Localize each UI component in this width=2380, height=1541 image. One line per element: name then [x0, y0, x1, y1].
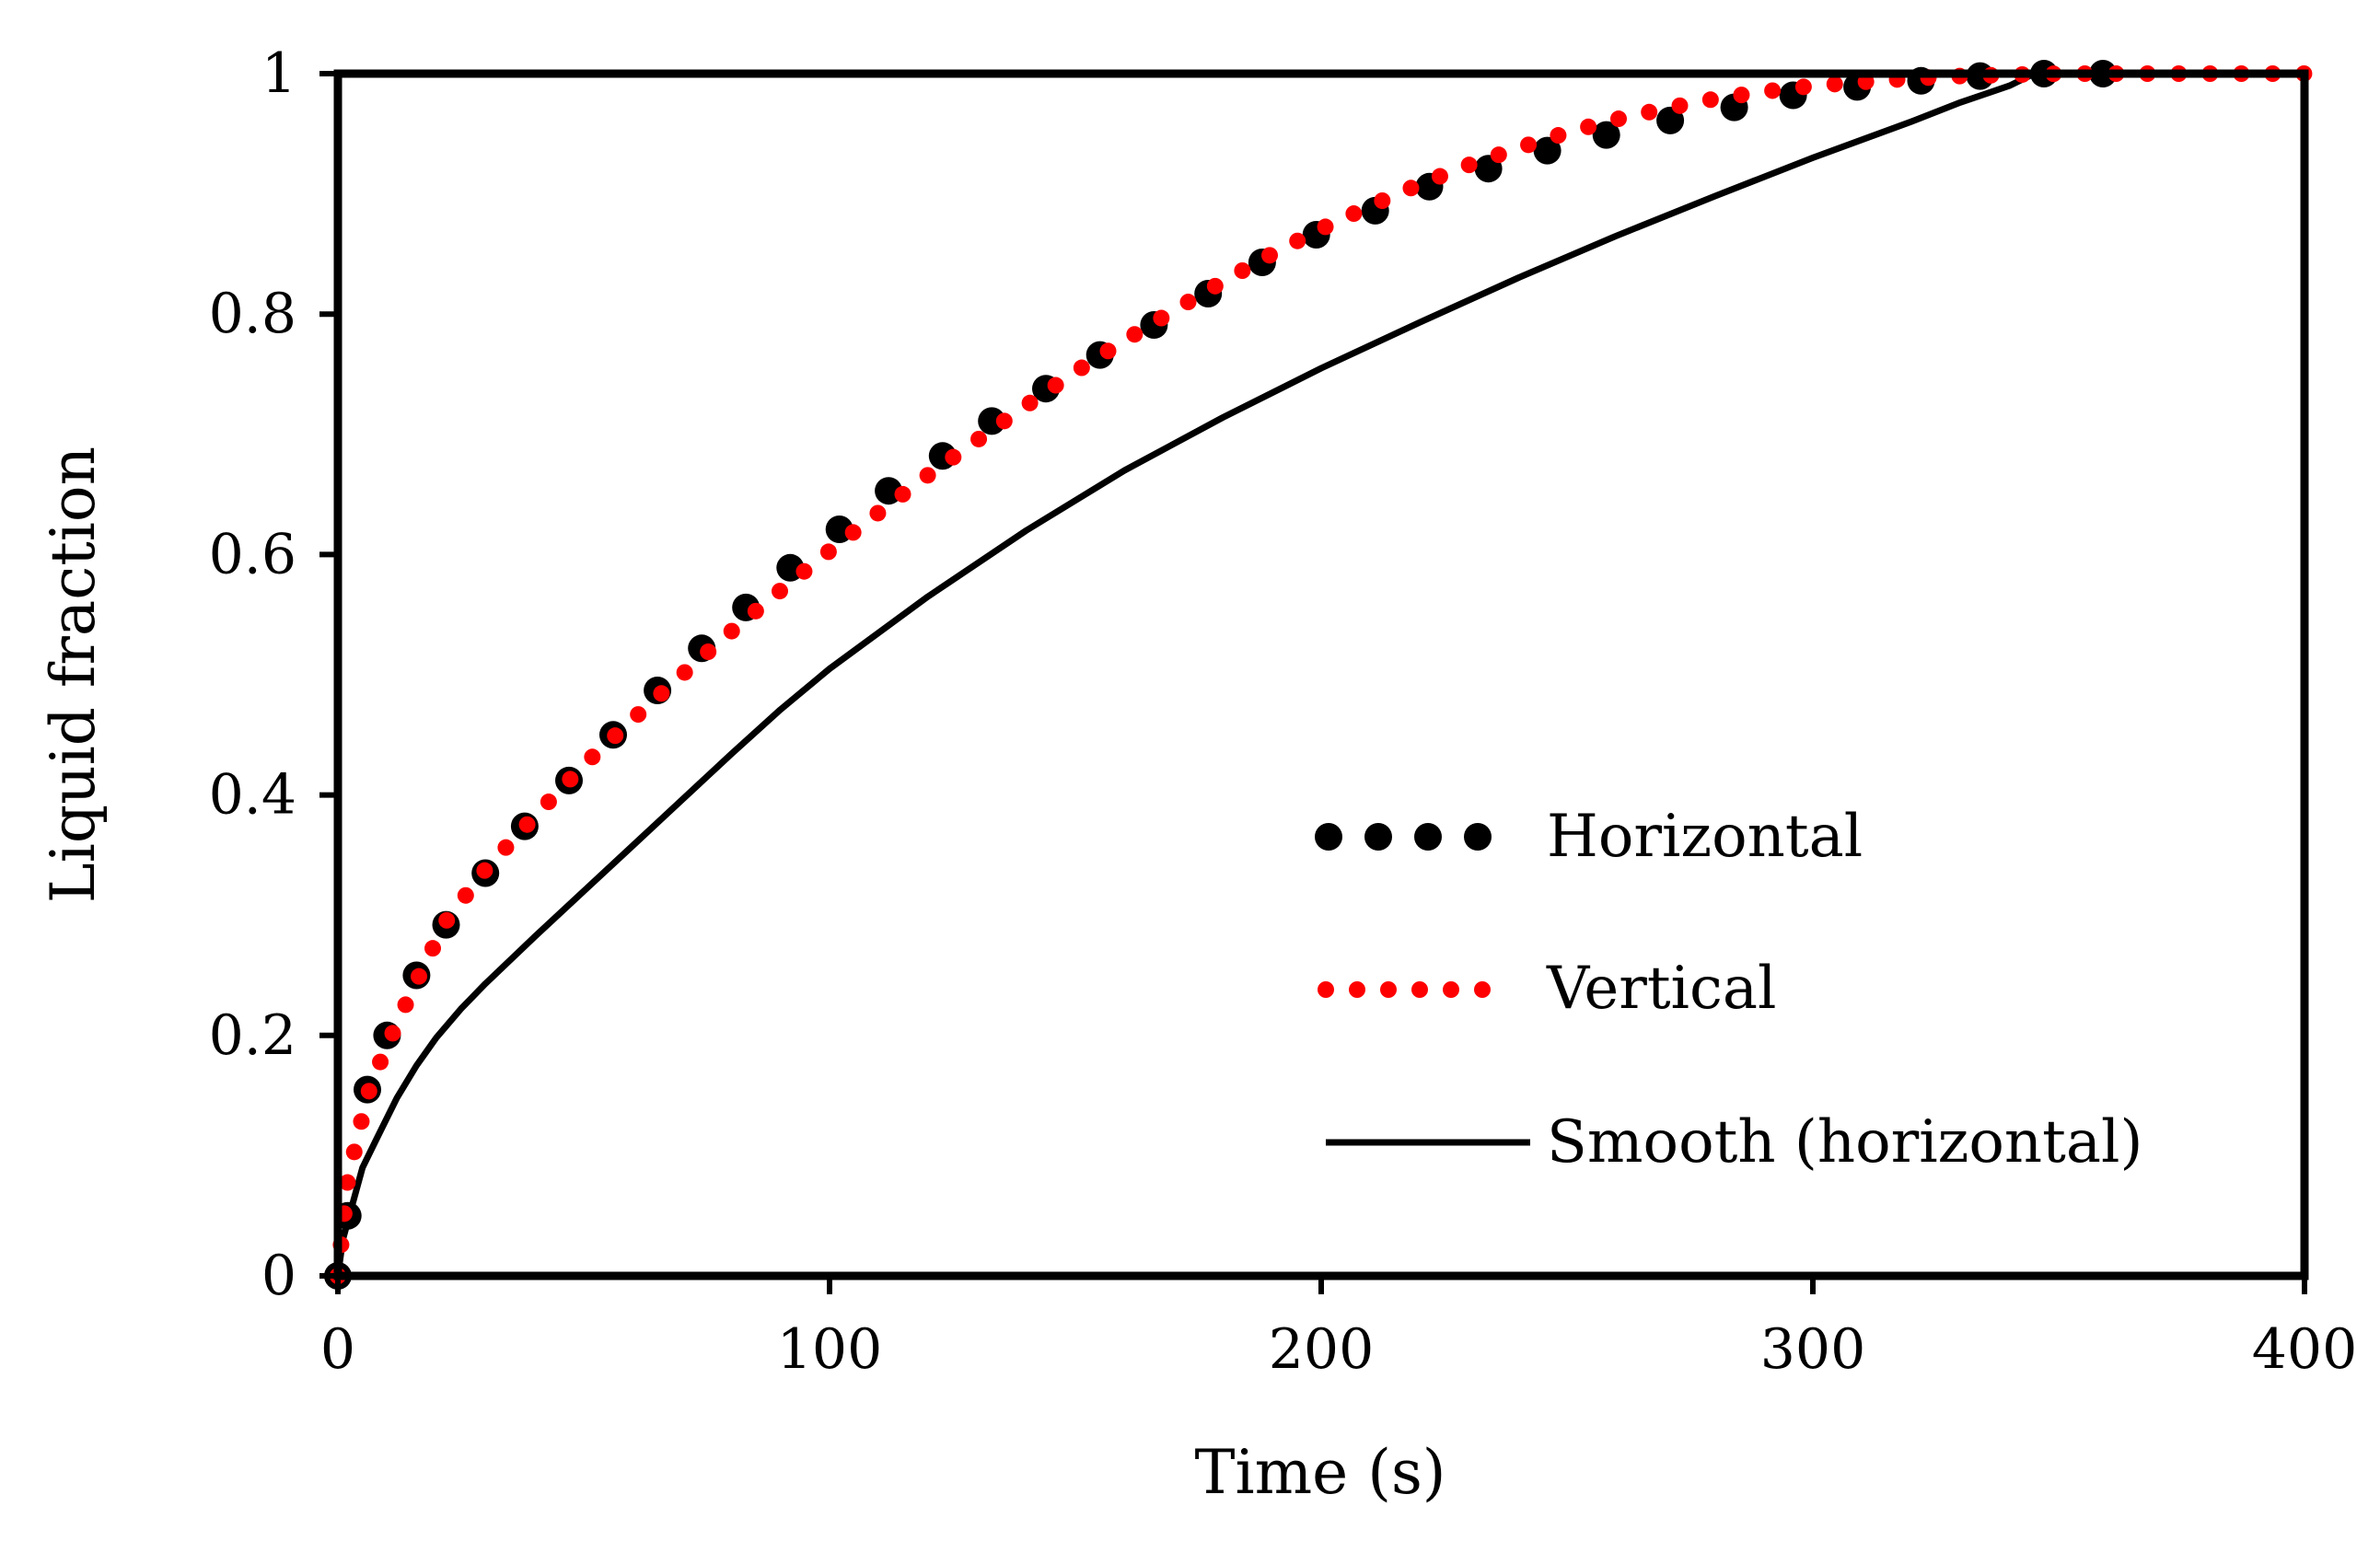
- x-tick-label: 300: [1760, 1317, 1866, 1382]
- y-tick-label: 0.8: [209, 282, 296, 346]
- horizontal-data-point: [1592, 121, 1620, 149]
- x-axis-title: Time (s): [1194, 1437, 1445, 1508]
- y-tick-label: 0.6: [209, 522, 296, 586]
- legend-label-horizontal: Horizontal: [1547, 803, 1863, 871]
- legend-label-smooth-horizontal: Smooth (horizontal): [1547, 1108, 2142, 1176]
- horizontal-data-point: [1533, 136, 1562, 165]
- y-tick-label: 0: [261, 1244, 296, 1308]
- x-tick-label: 200: [1269, 1317, 1375, 1382]
- x-tick-label: 400: [2252, 1317, 2358, 1382]
- legend-dot: [1464, 823, 1492, 851]
- series-line-smooth-horizontal: [334, 70, 2305, 1277]
- plot-frame: [333, 69, 2309, 1280]
- legend-dot: [1364, 823, 1392, 851]
- horizontal-data-point: [1656, 106, 1685, 134]
- series-line-vertical: [330, 65, 2313, 1284]
- legend-symbol-horizontal: [1315, 823, 1492, 851]
- legend-dot: [1315, 823, 1342, 851]
- legend-label-vertical: Vertical: [1546, 955, 1776, 1023]
- legend-dot: [1414, 823, 1442, 851]
- x-tick-label: 0: [320, 1317, 355, 1382]
- tick-layer: 0 100 200 300 400 0 0.2 0.4 0.6 0.8 1: [209, 41, 2358, 1382]
- x-tick-label: 100: [777, 1317, 883, 1382]
- y-tick-label: 0.2: [209, 1003, 296, 1068]
- legend: Horizontal Vertical Smooth (horizontal): [1315, 803, 2142, 1176]
- y-tick-label: 0.4: [209, 763, 296, 828]
- y-axis-title: Liquid fraction: [38, 446, 109, 903]
- horizontal-data-point: [978, 407, 1006, 435]
- y-tick-label: 1: [261, 41, 296, 106]
- series-layer: [324, 60, 2313, 1290]
